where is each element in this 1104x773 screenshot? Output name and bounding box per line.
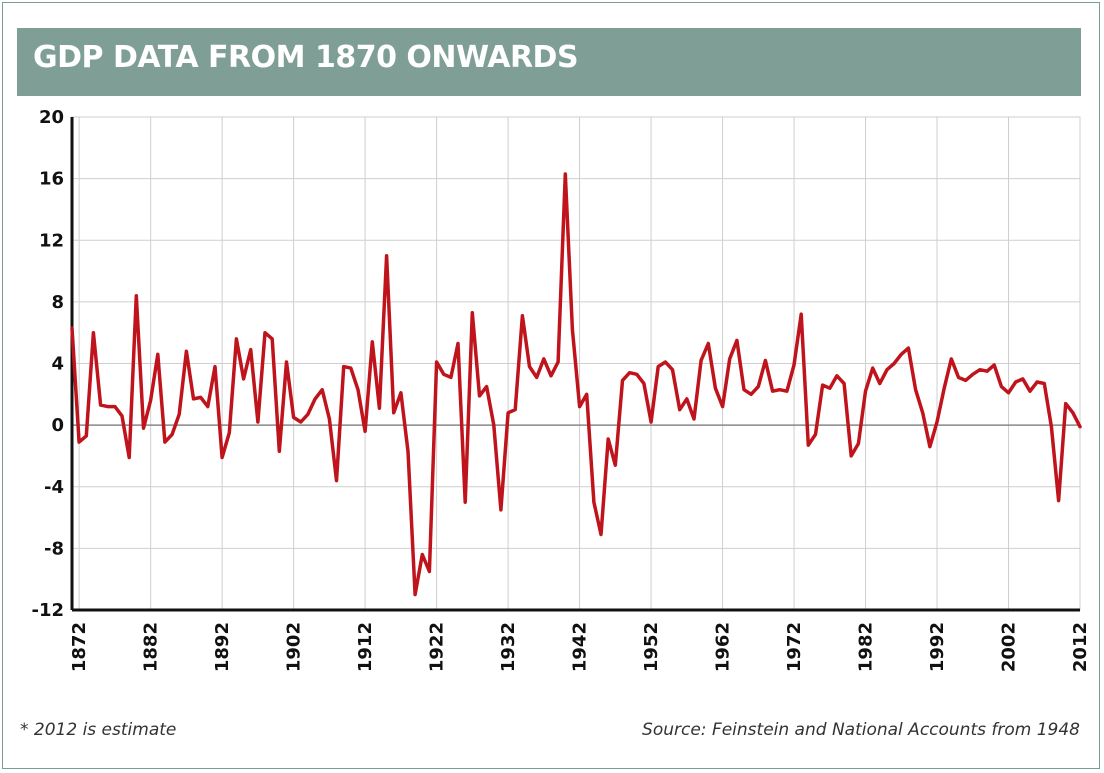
y-tick-label: 4 [51,354,64,375]
source-note: Source: Feinstein and National Accounts … [642,720,1080,740]
x-tick-label: 1912 [355,622,376,672]
x-tick-label: 1982 [856,622,877,672]
x-tick-label: 1932 [498,622,519,672]
x-tick-label: 1872 [69,622,90,672]
x-tick-label: 1892 [212,622,233,672]
y-tick-label: 0 [51,415,64,436]
x-tick-label: 1952 [641,622,662,672]
y-tick-label: 8 [51,292,64,313]
title-bar: GDP DATA FROM 1870 ONWARDS [17,28,1081,96]
x-tick-label: 1922 [427,622,448,672]
x-tick-label: 1972 [784,622,805,672]
footnote: * 2012 is estimate [20,720,177,740]
y-tick-label: -4 [44,477,64,498]
y-tick-label: 16 [39,169,64,190]
x-tick-label: 1882 [141,622,162,672]
x-tick-label: 2012 [1070,622,1091,672]
y-tick-label: -8 [44,538,64,559]
x-tick-label: 1902 [284,622,305,672]
y-tick-label: 12 [39,230,64,251]
y-tick-label: -12 [31,600,64,621]
chart-title: GDP DATA FROM 1870 ONWARDS [33,40,579,75]
gdp-series-line [70,172,1082,597]
x-tick-label: 1992 [927,622,948,672]
y-tick-label: 20 [39,107,64,128]
x-tick-label: 1962 [713,622,734,672]
x-tick-label: 1942 [570,622,591,672]
x-tick-label: 2002 [999,622,1020,672]
